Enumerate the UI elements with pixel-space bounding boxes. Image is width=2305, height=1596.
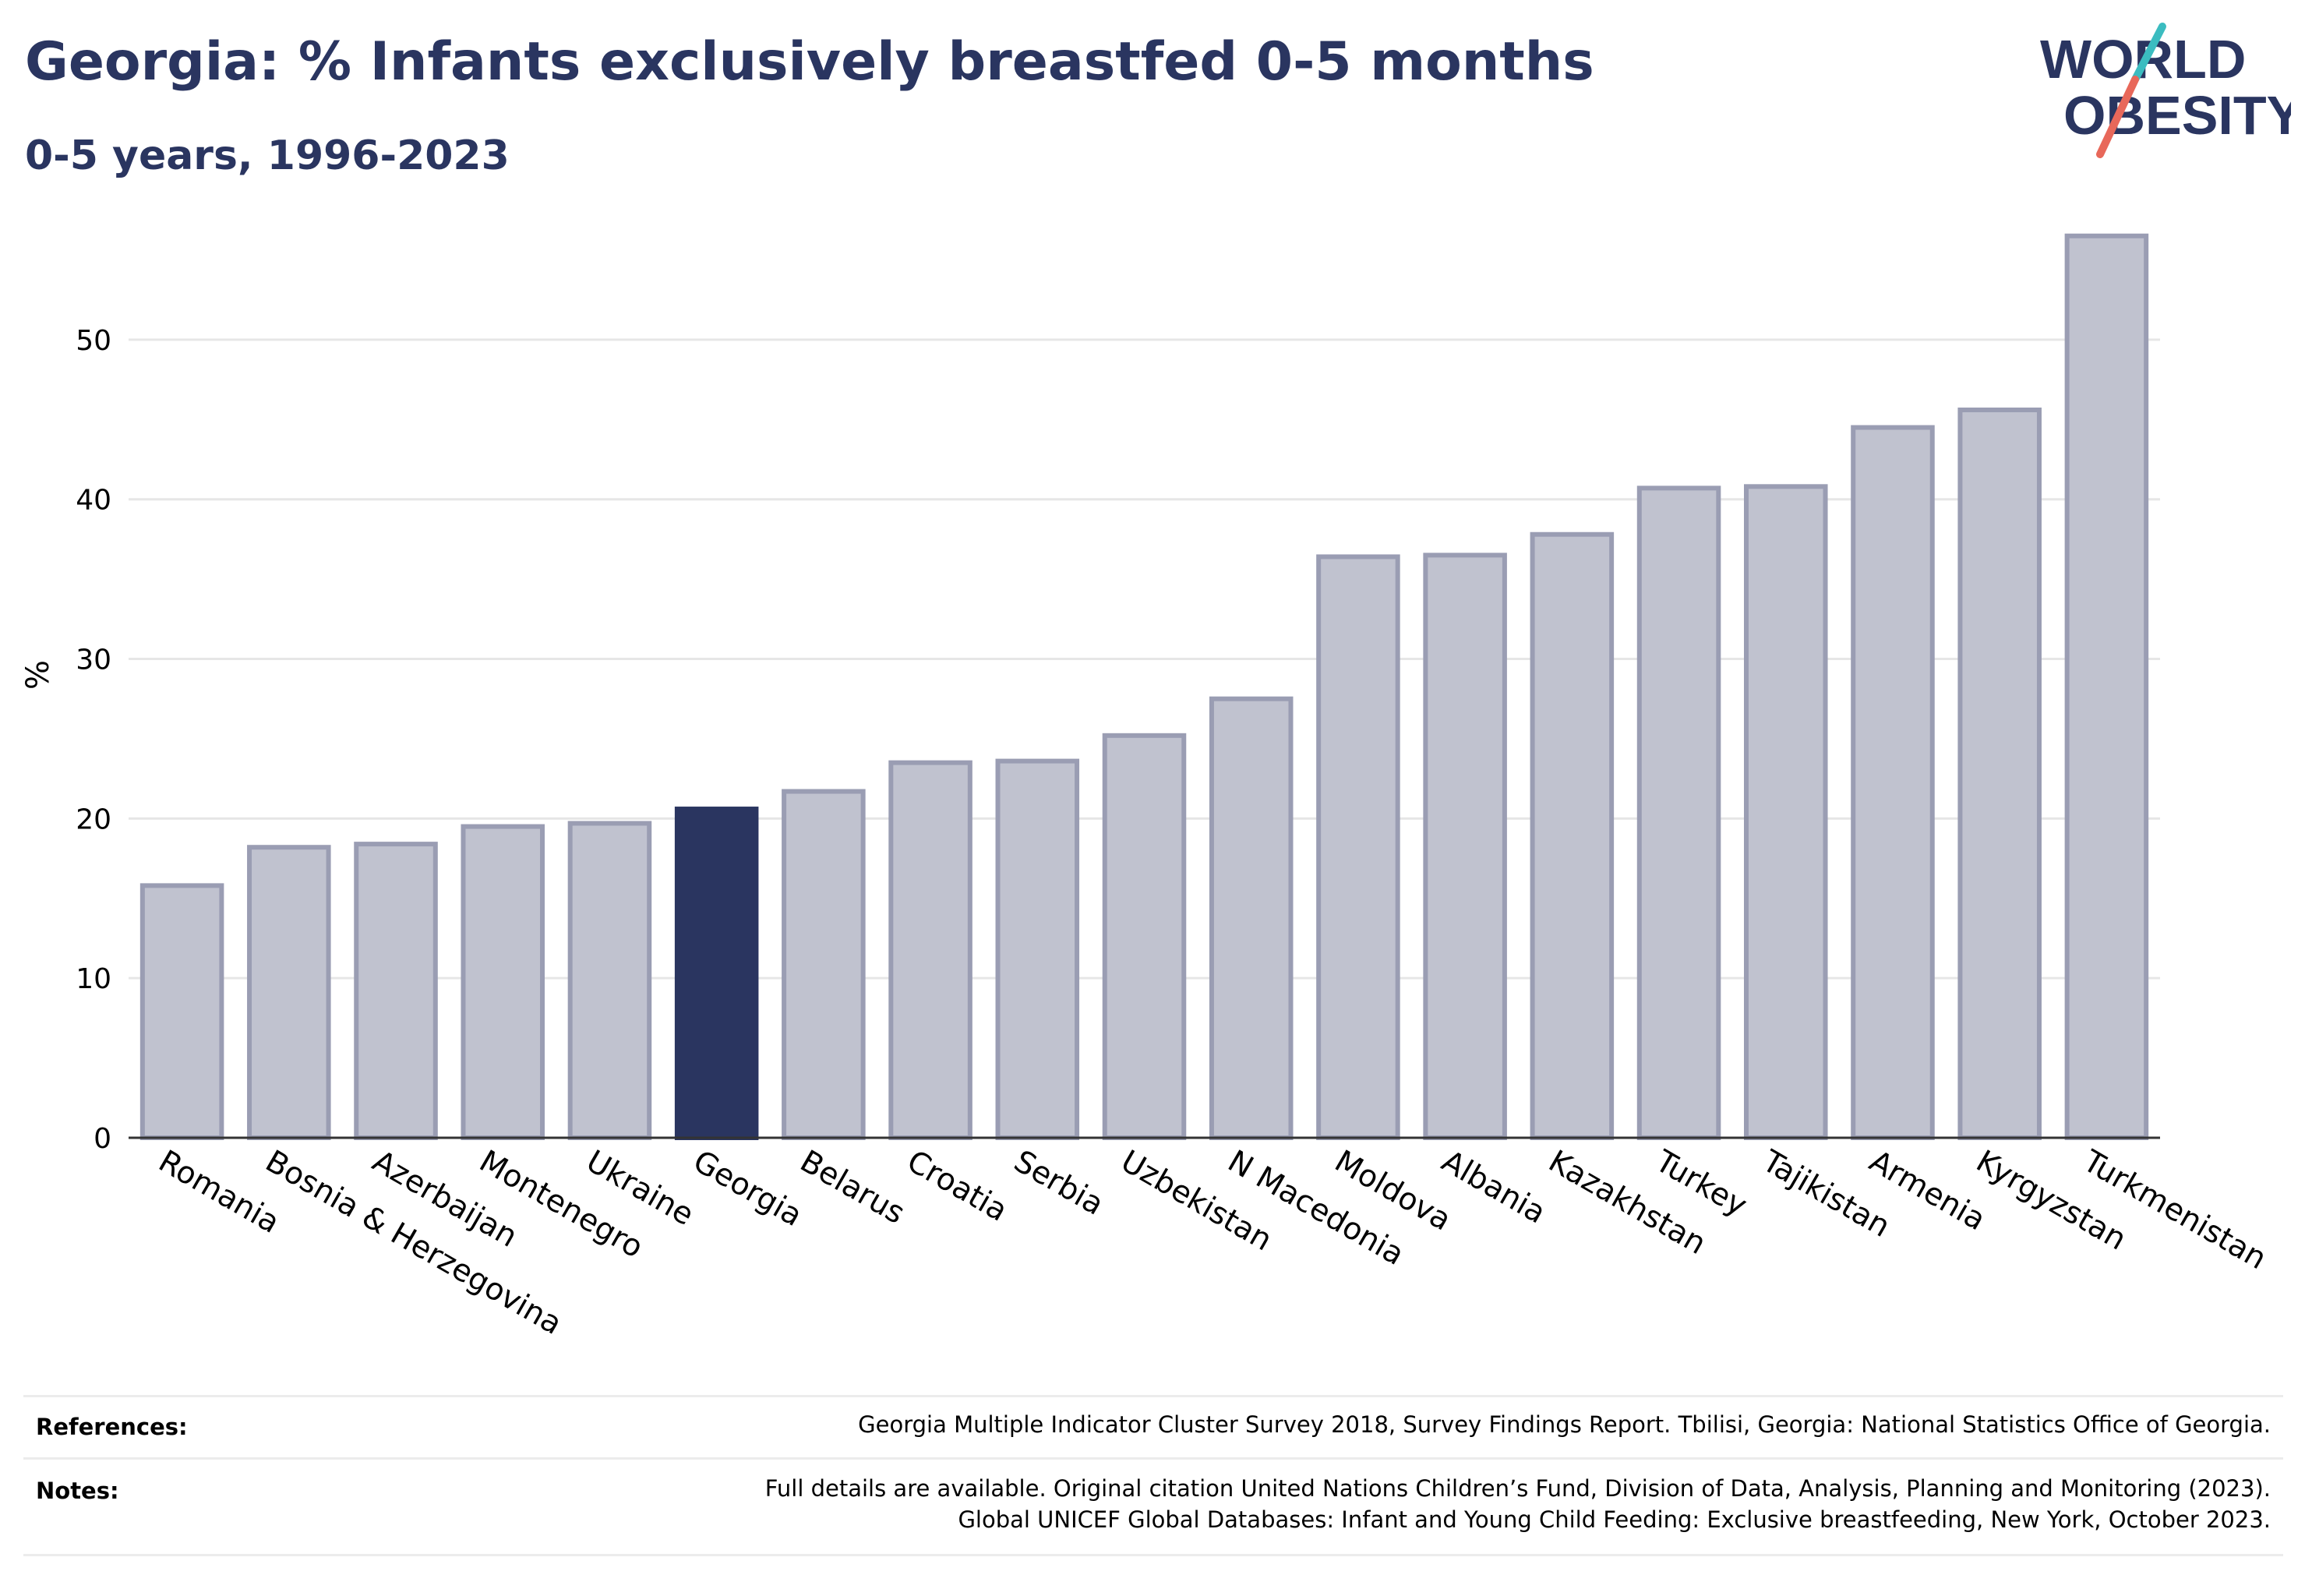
bar-moldova	[1316, 554, 1400, 1140]
logo-slash-teal	[2131, 23, 2166, 83]
bar-tajikistan	[1743, 484, 1828, 1140]
bars	[139, 233, 2149, 1141]
y-tick-label: 40	[76, 485, 111, 517]
x-tick-label: Albania	[1435, 1144, 1551, 1231]
bar-serbia	[995, 758, 1080, 1140]
bar-kazakhstan	[1530, 531, 1615, 1140]
bar-bosnia-herzegovina	[247, 845, 331, 1140]
bar-armenia	[1851, 425, 1935, 1140]
x-tick-label: Serbia	[1008, 1144, 1110, 1223]
bar-n-macedonia	[1209, 696, 1294, 1140]
bar-kyrgyzstan	[1957, 407, 2042, 1140]
footer-divider	[23, 1395, 2283, 1397]
bar-georgia	[674, 807, 759, 1140]
notes-line-2: Global UNICEF Global Databases: Infant a…	[958, 1506, 2271, 1533]
bar-azerbaijan	[354, 842, 438, 1140]
x-tick-label: N Macedonia	[1222, 1144, 1410, 1273]
x-tick-label: Croatia	[901, 1144, 1013, 1229]
logo-text-obesity: OBESITY	[2063, 85, 2291, 146]
y-tick-label: 20	[76, 803, 111, 835]
notes-line-1: Full details are available. Original cit…	[764, 1475, 2271, 1502]
x-tick-label: Belarus	[794, 1144, 910, 1231]
references-label: References:	[36, 1414, 188, 1440]
y-tick-label: 30	[76, 644, 111, 676]
notes-label: Notes:	[36, 1478, 119, 1504]
bar-turkey	[1636, 486, 1721, 1140]
bar-turkmenistan	[2064, 233, 2149, 1141]
bar-romania	[139, 883, 224, 1141]
bar-uzbekistan	[1102, 733, 1187, 1140]
chart-subtitle: 0-5 years, 1996-2023	[25, 132, 510, 179]
footer-divider	[23, 1457, 2283, 1460]
bar-montenegro	[461, 824, 545, 1140]
y-tick-label: 50	[76, 325, 111, 357]
bar-croatia	[888, 760, 972, 1140]
y-tick-label: 10	[76, 963, 111, 995]
x-tick-label: Georgia	[687, 1144, 808, 1234]
y-axis-title: %	[20, 660, 56, 690]
x-tick-label: Romania	[153, 1144, 285, 1241]
y-tick-label: 0	[94, 1123, 111, 1155]
x-tick-label: Turkmenistan	[2077, 1143, 2272, 1276]
chart-title: Georgia: % Infants exclusively breastfed…	[25, 31, 1594, 93]
references-text: Georgia Multiple Indicator Cluster Surve…	[858, 1411, 2271, 1438]
footer-divider	[23, 1554, 2283, 1556]
bar-ukraine	[567, 821, 652, 1140]
logo-slash-coral	[2096, 76, 2139, 158]
y-axis-ticks: 0 10 20 30 40 50	[76, 325, 111, 1155]
bar-albania	[1423, 553, 1507, 1140]
bar-belarus	[782, 789, 866, 1140]
world-obesity-logo: WORLD OBESITY	[2040, 23, 2291, 158]
